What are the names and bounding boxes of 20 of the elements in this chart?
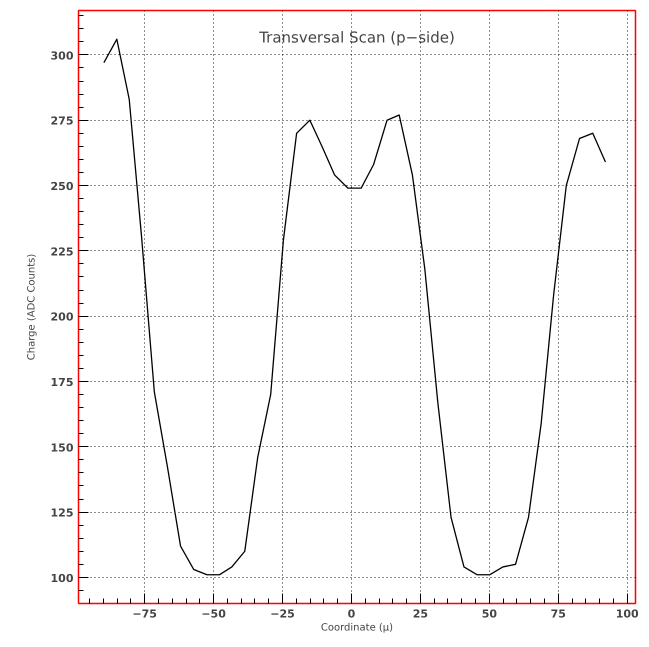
y-tick-label: 300: [50, 49, 74, 62]
y-tick-label: 175: [50, 376, 74, 389]
y-tick-label: 100: [50, 572, 74, 585]
x-tick-label: −75: [132, 608, 157, 620]
text: Transversal Scan (p−side): [258, 28, 455, 46]
y-tick-label: 225: [50, 245, 74, 258]
x-tick-label: 100: [616, 608, 640, 620]
y-axis-title: Charge (ADC Counts): [26, 254, 38, 360]
x-axis-title: Coordinate (μ): [320, 622, 394, 634]
x-tick-label: 0: [348, 608, 356, 620]
x-tick-label: −50: [201, 608, 226, 620]
y-tick-label: 200: [50, 310, 74, 324]
x-tick-label: 25: [412, 608, 428, 620]
y-tick-label: 125: [50, 506, 74, 520]
y-tick-label: 150: [50, 441, 74, 454]
x-tick-label: 50: [482, 608, 498, 620]
y-tick-label: 275: [50, 114, 74, 128]
y-tick-label: 250: [50, 180, 74, 194]
x-tick-label: 75: [550, 608, 566, 620]
x-tick-label: −25: [270, 608, 295, 620]
